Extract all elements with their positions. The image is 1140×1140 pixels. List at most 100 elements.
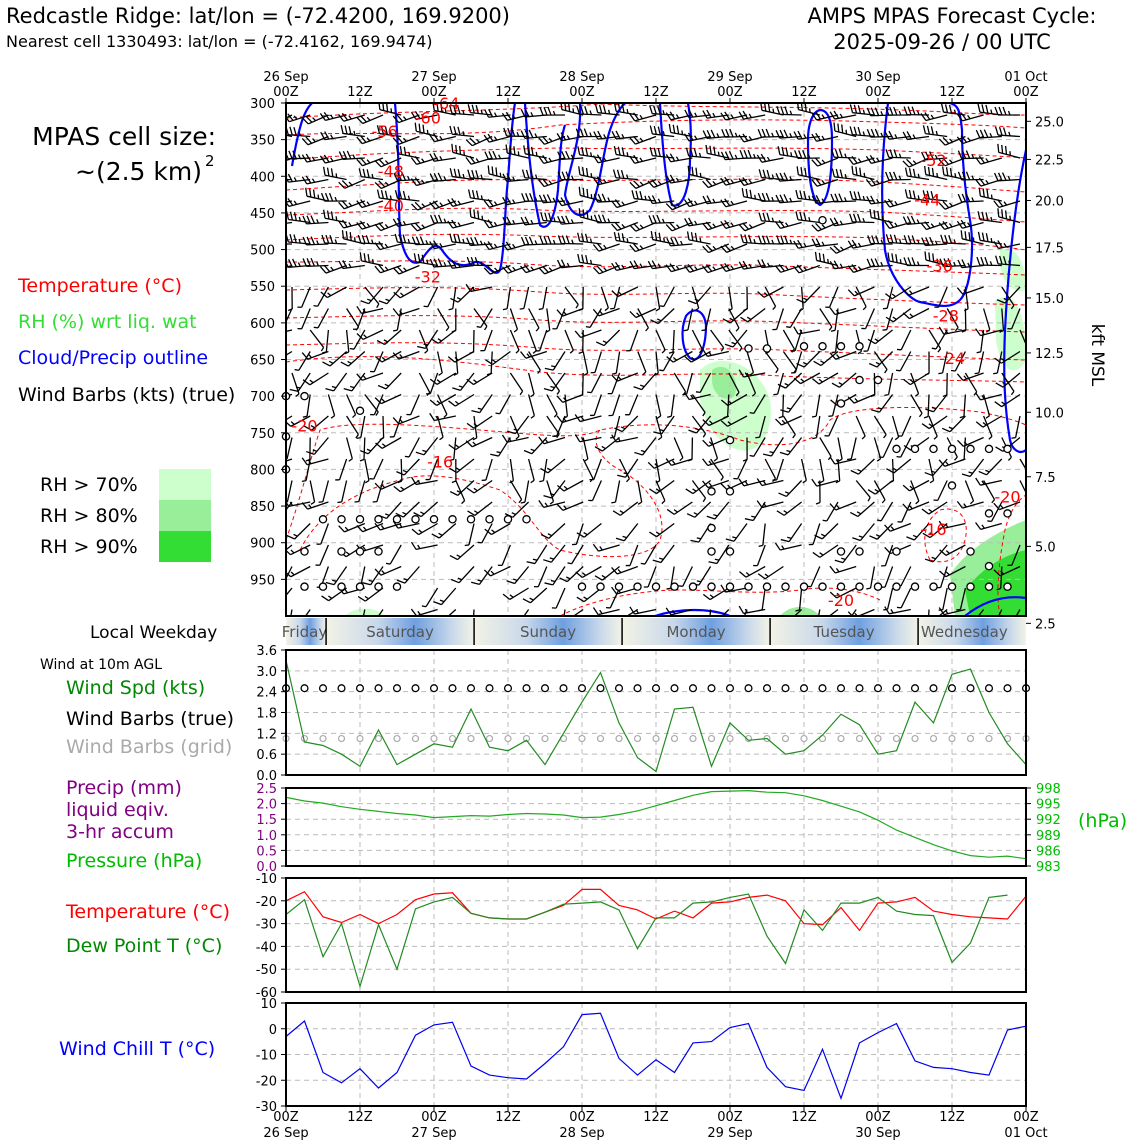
wind-barb bbox=[855, 415, 866, 440]
wind-barbs bbox=[286, 103, 1026, 616]
y-tick-label: 0 bbox=[269, 1023, 277, 1038]
calm-circle bbox=[947, 481, 957, 490]
pressure-tick-label: 400 bbox=[250, 170, 275, 185]
wind-barb bbox=[829, 260, 857, 270]
calm-circle bbox=[892, 547, 901, 556]
wind-barb bbox=[575, 565, 602, 579]
wind-barb bbox=[539, 106, 566, 116]
top-hour-label: 12Z bbox=[643, 85, 669, 100]
precip-label-1: Precip (mm) bbox=[66, 777, 182, 799]
wind-barb bbox=[903, 106, 930, 116]
wind-barb bbox=[362, 609, 366, 616]
wind-barb bbox=[847, 393, 875, 404]
wind10-label: Wind at 10m AGL bbox=[40, 657, 162, 673]
wind-barb bbox=[421, 587, 439, 608]
wind-barb bbox=[564, 329, 574, 354]
wind-barb bbox=[665, 153, 693, 163]
wind-barb bbox=[1007, 544, 1021, 567]
wind-barb bbox=[886, 458, 912, 474]
wind-barb bbox=[922, 190, 948, 202]
wind-barb bbox=[437, 394, 448, 418]
wind-barb bbox=[665, 263, 693, 273]
calm-circle bbox=[984, 582, 994, 591]
pressure-tick-label: 900 bbox=[250, 537, 275, 552]
wind-barb bbox=[304, 609, 311, 616]
pressure-line bbox=[285, 789, 1027, 860]
wind-barb bbox=[993, 240, 1021, 250]
calm-true-marker bbox=[522, 684, 531, 693]
legend-wind-barbs: Wind Barbs (kts) (true) bbox=[18, 384, 235, 406]
wind-barb bbox=[775, 194, 802, 204]
wind-barb bbox=[819, 458, 825, 484]
wind-barb bbox=[319, 264, 347, 274]
calm-circle bbox=[725, 547, 735, 556]
wind-barb bbox=[649, 105, 675, 116]
bottom-hour-label: 12Z bbox=[347, 1110, 373, 1125]
wind-barb bbox=[847, 286, 875, 297]
wind-barb bbox=[450, 566, 475, 584]
calm-grid-marker bbox=[337, 734, 346, 743]
wind-barb bbox=[375, 350, 402, 363]
wind-barb bbox=[471, 566, 493, 586]
wind-barb bbox=[910, 394, 923, 418]
wind-barb bbox=[777, 372, 803, 389]
wind-barb bbox=[691, 286, 700, 312]
wind-barb bbox=[850, 458, 875, 475]
y-tick-label: -40 bbox=[256, 940, 277, 955]
wind-barb bbox=[921, 151, 948, 161]
bottom-hour-label: 00Z bbox=[1013, 1110, 1039, 1125]
wind-barb bbox=[546, 372, 560, 395]
wind-barb bbox=[374, 157, 402, 168]
wind-barb bbox=[448, 436, 475, 451]
wind-barb bbox=[410, 221, 438, 232]
wind-barb bbox=[895, 351, 912, 372]
wind-barb bbox=[556, 307, 584, 317]
nearest-cell: Nearest cell 1330493: lat/lon = (-72.416… bbox=[6, 32, 433, 51]
wind-barb bbox=[594, 436, 621, 452]
wind-barb bbox=[556, 415, 584, 424]
legend-cloud-outline: Cloud/Precip outline bbox=[18, 347, 208, 369]
wind-barb bbox=[301, 457, 329, 466]
height-tick-label: 15.0 bbox=[1035, 292, 1064, 307]
wind-barb bbox=[956, 219, 984, 229]
y-tick-label: 10 bbox=[260, 997, 277, 1012]
wind-barb bbox=[480, 329, 493, 352]
wind-barb bbox=[647, 178, 675, 188]
wind-barb bbox=[519, 286, 530, 310]
wind-barb bbox=[337, 480, 348, 504]
panel-frame bbox=[285, 787, 1027, 867]
wind-barb bbox=[520, 480, 530, 504]
wind-barb bbox=[575, 128, 602, 138]
wind-barb bbox=[873, 351, 888, 374]
wind-barb bbox=[447, 198, 475, 208]
top-date-label: 30 Sep bbox=[855, 70, 900, 85]
wind-barb bbox=[982, 394, 991, 419]
wind-barb bbox=[289, 372, 311, 393]
wind-barb bbox=[938, 135, 966, 146]
wind-barb bbox=[546, 415, 560, 439]
wind-barb bbox=[757, 235, 784, 245]
calm-circle bbox=[966, 547, 975, 556]
temperature-contour-label: -20 bbox=[994, 488, 1020, 507]
wind-barb bbox=[722, 308, 748, 324]
bottom-date-label: 01 Oct bbox=[1004, 1126, 1047, 1140]
wind-barb bbox=[392, 114, 420, 124]
wind-barb bbox=[430, 329, 457, 344]
wind-barb bbox=[465, 135, 493, 147]
y-tick-label: -20 bbox=[256, 1074, 277, 1089]
wind-barb bbox=[695, 372, 712, 394]
wind-barb bbox=[922, 125, 948, 138]
wind-barb bbox=[688, 415, 712, 434]
wind-barb bbox=[902, 479, 930, 492]
calm-circle bbox=[947, 444, 957, 454]
wind-barb bbox=[757, 128, 784, 138]
wind-barb bbox=[483, 241, 511, 251]
wind-barb bbox=[467, 104, 493, 116]
calm-true-marker bbox=[744, 684, 753, 693]
wind-barb bbox=[934, 286, 948, 308]
pressure-tick-label: 550 bbox=[250, 280, 275, 295]
wind-barb bbox=[301, 153, 329, 163]
wind-barb bbox=[527, 394, 535, 419]
wind-barb bbox=[648, 214, 675, 224]
